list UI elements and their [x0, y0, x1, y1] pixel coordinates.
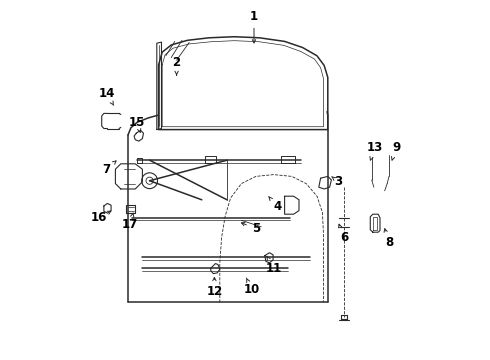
Text: 16: 16 — [91, 211, 111, 224]
Text: 8: 8 — [384, 229, 393, 249]
Text: 7: 7 — [102, 161, 116, 176]
Text: 13: 13 — [367, 141, 383, 160]
Text: 1: 1 — [250, 10, 258, 43]
Text: 2: 2 — [172, 57, 181, 75]
Text: 4: 4 — [269, 197, 282, 213]
Text: 5: 5 — [242, 222, 260, 235]
Text: 10: 10 — [244, 278, 260, 296]
Text: 6: 6 — [339, 224, 348, 244]
Text: 12: 12 — [206, 278, 222, 298]
Text: 3: 3 — [332, 175, 343, 188]
Text: 11: 11 — [266, 256, 282, 275]
Text: 17: 17 — [122, 213, 138, 231]
Text: 9: 9 — [392, 141, 400, 160]
Text: 14: 14 — [98, 87, 115, 105]
Text: 15: 15 — [129, 116, 145, 132]
